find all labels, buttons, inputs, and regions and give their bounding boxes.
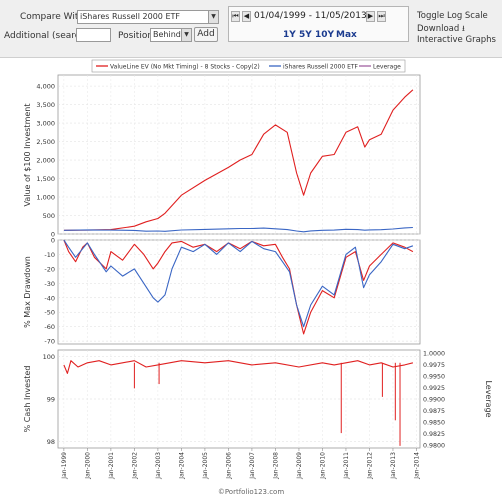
right-tick-label: 0.9975 bbox=[423, 362, 445, 369]
right-tick-label: 0.9950 bbox=[423, 374, 445, 381]
y-tick-label: 3,000 bbox=[36, 120, 55, 128]
x-tick-label: Jan-2014 bbox=[414, 452, 421, 480]
y-tick-label: 500 bbox=[43, 212, 55, 220]
position-select-value: Behind bbox=[153, 30, 181, 39]
x-tick-label: Jan-2002 bbox=[131, 452, 138, 480]
right-tick-label: 0.9825 bbox=[423, 431, 445, 438]
series-line-benchmark bbox=[63, 226, 413, 233]
y-tick-label: 100 bbox=[43, 353, 55, 361]
range-1y[interactable]: 1Y bbox=[283, 30, 296, 40]
position-select[interactable]: Behind ▼ bbox=[150, 28, 192, 42]
position-label: Position bbox=[118, 31, 154, 41]
value-panel bbox=[57, 74, 421, 235]
date-range-box: ⏮ ◀ 01/04/1999 - 11/05/2013 ▶ ⏭ 1Y 5Y 10… bbox=[228, 6, 409, 42]
legend: ValueLine EV (No Mkt Timing) - 8 Stocks … bbox=[91, 59, 406, 73]
x-tick-label: Jan-2004 bbox=[178, 452, 185, 480]
footer-credit: ©Portfolio123.com bbox=[218, 488, 285, 496]
y-tick-label: 2,500 bbox=[36, 138, 55, 146]
y-tick-label: -40 bbox=[44, 294, 55, 302]
legend-box bbox=[91, 59, 406, 73]
legend-label-leverage: Leverage bbox=[373, 64, 401, 71]
y-tick-label: -20 bbox=[44, 265, 55, 273]
compare-select-value: iShares Russell 2000 ETF bbox=[80, 12, 180, 21]
x-tick-label: Jan-2008 bbox=[272, 452, 279, 480]
y-tick-label: -10 bbox=[44, 251, 55, 259]
range-5y[interactable]: 5Y bbox=[299, 30, 312, 40]
range-10y[interactable]: 10Y bbox=[315, 30, 335, 40]
download-icon: ⭳ bbox=[461, 24, 465, 33]
right-tick-label: 0.9925 bbox=[423, 385, 445, 392]
right-tick-label: 0.9900 bbox=[423, 397, 445, 404]
right-tick-label: 1.0000 bbox=[423, 351, 445, 358]
legend-label-benchmark: iShares Russell 2000 ETF bbox=[283, 64, 359, 71]
x-tick-label: Jan-2010 bbox=[319, 452, 326, 480]
additional-label: Additional (search) bbox=[4, 31, 89, 41]
legend-label-strategy: ValueLine EV (No Mkt Timing) - 8 Stocks … bbox=[110, 64, 260, 71]
x-tick-label: Jan-2006 bbox=[225, 452, 232, 480]
series-line-benchmark bbox=[63, 239, 414, 328]
download-label: Download bbox=[417, 24, 460, 34]
chevron-down-icon: ▼ bbox=[208, 11, 218, 23]
cash-axis-title: % Cash Invested bbox=[23, 366, 32, 433]
y-tick-label: -50 bbox=[44, 309, 55, 317]
last-page-icon[interactable]: ⏭ bbox=[377, 11, 386, 22]
x-tick-label: Jan-2003 bbox=[155, 452, 162, 480]
drawdown-panel bbox=[57, 239, 421, 345]
y-tick-label: 3,500 bbox=[36, 101, 55, 109]
right-tick-label: 0.9850 bbox=[423, 420, 445, 427]
x-tick-label: Jan-2012 bbox=[367, 452, 374, 480]
x-tick-label: Jan-1999 bbox=[61, 452, 68, 480]
x-tick-label: Jan-2011 bbox=[343, 452, 350, 480]
y-tick-label: 1,000 bbox=[36, 194, 55, 202]
y-tick-label: -70 bbox=[44, 338, 55, 346]
x-tick-label: Jan-2013 bbox=[390, 452, 397, 480]
range-max[interactable]: Max bbox=[336, 30, 357, 40]
x-tick-label: Jan-2009 bbox=[296, 452, 303, 480]
right-tick-label: 0.9800 bbox=[423, 443, 445, 450]
x-tick-label: Jan-2001 bbox=[108, 452, 115, 480]
chevron-down-icon: ▼ bbox=[181, 29, 191, 41]
value-axis-title: Value of $100 Investment bbox=[23, 104, 32, 207]
y-tick-label: 99 bbox=[47, 396, 55, 404]
toggle-log-scale-link[interactable]: Toggle Log Scale bbox=[417, 11, 488, 21]
chart-marks: 0 500 1,000 1,500 2,000 2,500 3,000 3,500 4,000 0… bbox=[36, 75, 445, 480]
control-bar: Compare With iShares Russell 2000 ETF ▼ … bbox=[0, 0, 502, 58]
y-tick-label: 1,500 bbox=[36, 175, 55, 183]
y-tick-label: 4,000 bbox=[36, 83, 55, 91]
x-tick-label: Jan-2000 bbox=[84, 452, 91, 480]
first-page-icon[interactable]: ⏮ bbox=[231, 11, 240, 22]
additional-search-input[interactable] bbox=[76, 28, 111, 42]
compare-select[interactable]: iShares Russell 2000 ETF ▼ bbox=[77, 10, 219, 24]
y-tick-label: -30 bbox=[44, 280, 55, 288]
download-link[interactable]: Download ⭳ bbox=[417, 23, 465, 37]
series-line-strategy bbox=[63, 360, 414, 374]
right-tick-label: 0.9875 bbox=[423, 408, 445, 415]
y-tick-label: 2,000 bbox=[36, 157, 55, 165]
drawdown-axis-title: % Max Drawdown bbox=[23, 256, 32, 328]
x-tick-label: Jan-2007 bbox=[249, 452, 256, 480]
y-tick-label: 0 bbox=[51, 231, 55, 239]
chart-canvas: ValueLine EV (No Mkt Timing) - 8 Stocks … bbox=[23, 59, 493, 496]
y-tick-label: 0 bbox=[51, 237, 55, 245]
leverage-axis-title: Leverage bbox=[484, 380, 493, 417]
prev-icon[interactable]: ◀ bbox=[242, 11, 251, 22]
y-tick-label: 98 bbox=[47, 438, 55, 446]
add-button[interactable]: Add bbox=[194, 27, 218, 42]
date-range-text[interactable]: 01/04/1999 - 11/05/2013 bbox=[254, 11, 367, 21]
compare-label: Compare With bbox=[20, 12, 85, 22]
y-tick-label: -60 bbox=[44, 323, 55, 331]
interactive-graphs-link[interactable]: Interactive Graphs bbox=[417, 35, 496, 45]
x-tick-label: Jan-2005 bbox=[202, 452, 209, 480]
series-line-strategy bbox=[63, 89, 414, 231]
next-icon[interactable]: ▶ bbox=[366, 11, 375, 22]
